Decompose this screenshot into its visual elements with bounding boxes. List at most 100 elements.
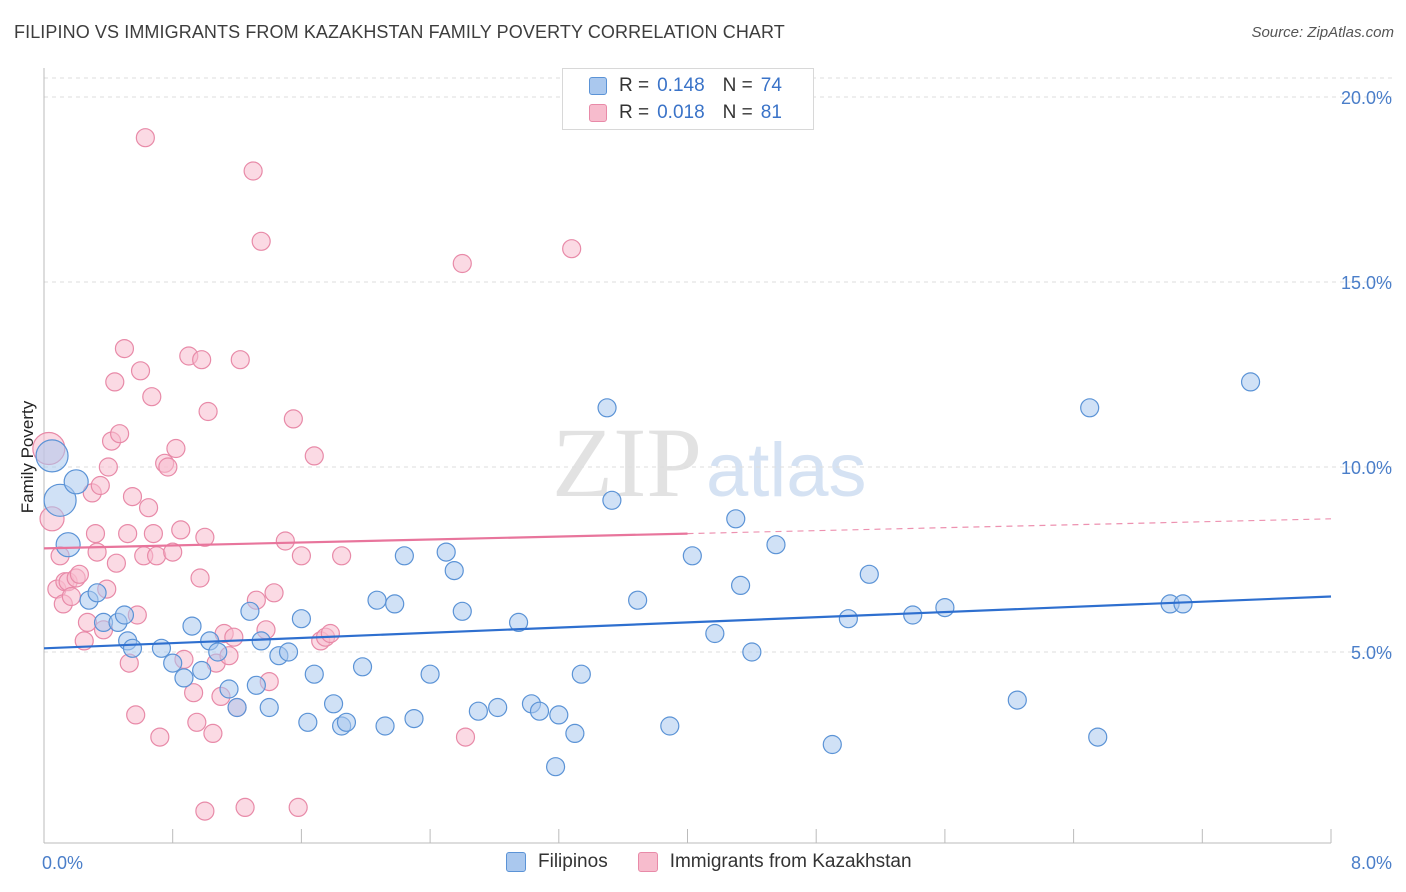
point-filipinos	[240, 601, 260, 621]
legend-row-filipinos: R = 0.148 N = 74	[589, 73, 782, 99]
series-kazakhstan-points	[32, 128, 582, 821]
legend-r-value: 0.148	[657, 75, 705, 96]
point-kazakhstan	[203, 723, 223, 744]
point-kazakhstan	[77, 612, 98, 633]
point-filipinos	[436, 542, 456, 562]
correlation-legend: R = 0.148 N = 74 R = 0.018 N = 81	[562, 68, 814, 130]
point-filipinos	[730, 575, 751, 596]
point-filipinos	[1240, 372, 1261, 392]
point-kazakhstan	[243, 161, 263, 181]
point-kazakhstan	[90, 475, 110, 496]
point-filipinos	[1080, 398, 1100, 418]
point-kazakhstan	[122, 487, 143, 507]
legend-n-value: 81	[760, 102, 782, 123]
point-kazakhstan	[158, 457, 178, 477]
point-kazakhstan	[147, 546, 167, 566]
point-filipinos	[174, 668, 194, 688]
source-label: Source: ZipAtlas.com	[1251, 24, 1394, 41]
point-kazakhstan	[195, 801, 215, 821]
point-kazakhstan	[126, 705, 146, 725]
point-filipinos	[394, 546, 414, 566]
point-filipinos	[766, 535, 786, 555]
point-kazakhstan	[187, 712, 207, 732]
point-kazakhstan	[98, 457, 118, 477]
point-kazakhstan	[135, 128, 155, 148]
point-kazakhstan	[69, 564, 89, 584]
point-kazakhstan	[288, 797, 308, 818]
point-kazakhstan	[264, 583, 284, 603]
point-kazakhstan	[235, 797, 255, 818]
point-kazakhstan	[150, 727, 170, 747]
y-tick-label: 20.0%	[1341, 88, 1392, 108]
point-filipinos	[323, 694, 344, 714]
point-filipinos	[488, 697, 508, 718]
point-kazakhstan	[251, 231, 271, 251]
tick-labels: 5.0% 10.0% 15.0% 20.0% 0.0% 8.0%	[42, 88, 1392, 873]
point-filipinos	[420, 664, 440, 684]
point-kazakhstan	[61, 586, 81, 607]
point-filipinos	[43, 483, 77, 517]
point-kazakhstan	[283, 409, 303, 429]
point-filipinos	[682, 546, 702, 566]
point-filipinos	[375, 716, 395, 736]
point-filipinos	[367, 590, 387, 610]
y-tick-label: 15.0%	[1341, 273, 1392, 293]
point-kazakhstan	[163, 542, 183, 562]
point-filipinos	[385, 594, 405, 614]
point-filipinos	[151, 638, 172, 658]
point-kazakhstan	[195, 527, 215, 547]
point-filipinos	[404, 708, 424, 729]
point-filipinos	[597, 398, 617, 418]
point-filipinos	[208, 642, 228, 662]
point-filipinos	[935, 597, 955, 618]
series-legend: Filipinos Immigrants from Kazakhstan	[506, 851, 942, 873]
point-kazakhstan	[275, 531, 295, 551]
point-kazakhstan	[230, 350, 250, 370]
point-kazakhstan	[190, 568, 210, 588]
legend-swatch-blue	[506, 852, 526, 872]
x-tick-label: 8.0%	[1351, 853, 1392, 873]
legend-swatch-pink	[637, 852, 658, 872]
point-kazakhstan	[166, 438, 186, 459]
point-filipinos	[1173, 594, 1193, 614]
point-kazakhstan	[106, 553, 126, 573]
point-filipinos	[468, 701, 488, 721]
point-filipinos	[660, 716, 680, 736]
point-kazakhstan	[184, 683, 204, 703]
x-tick-label: 0.0%	[42, 853, 83, 873]
point-kazakhstan	[110, 424, 130, 444]
series-filipinos-points	[35, 372, 1261, 777]
y-tick-label: 10.0%	[1341, 458, 1392, 478]
point-kazakhstan	[105, 372, 125, 392]
point-filipinos	[87, 583, 107, 603]
y-tick-label: 5.0%	[1351, 643, 1392, 663]
point-filipinos	[63, 469, 89, 495]
trend-lines	[43, 518, 1332, 650]
point-kazakhstan	[87, 542, 107, 562]
trend-line-kazakhstan	[43, 532, 688, 550]
chart-title: FILIPINO VS IMMIGRANTS FROM KAZAKHSTAN F…	[14, 22, 785, 42]
point-kazakhstan	[143, 523, 163, 544]
legend-swatch-pink	[589, 104, 607, 122]
point-kazakhstan	[455, 727, 476, 747]
point-kazakhstan	[130, 361, 151, 381]
legend-n-value: 74	[760, 75, 782, 96]
legend-row-kazakhstan: R = 0.018 N = 81	[589, 100, 782, 126]
point-filipinos	[182, 616, 202, 636]
point-filipinos	[726, 509, 746, 529]
point-kazakhstan	[192, 350, 212, 370]
point-filipinos	[192, 660, 212, 681]
point-filipinos	[628, 590, 648, 610]
point-filipinos	[246, 675, 266, 695]
point-filipinos	[298, 712, 318, 732]
point-kazakhstan	[171, 520, 191, 540]
point-filipinos	[278, 642, 299, 662]
point-kazakhstan	[291, 546, 311, 566]
point-filipinos	[114, 605, 135, 625]
legend-r-value: 0.018	[657, 102, 705, 123]
point-filipinos	[352, 657, 373, 677]
point-filipinos	[903, 605, 923, 625]
point-filipinos	[35, 439, 69, 473]
point-kazakhstan	[452, 253, 472, 274]
